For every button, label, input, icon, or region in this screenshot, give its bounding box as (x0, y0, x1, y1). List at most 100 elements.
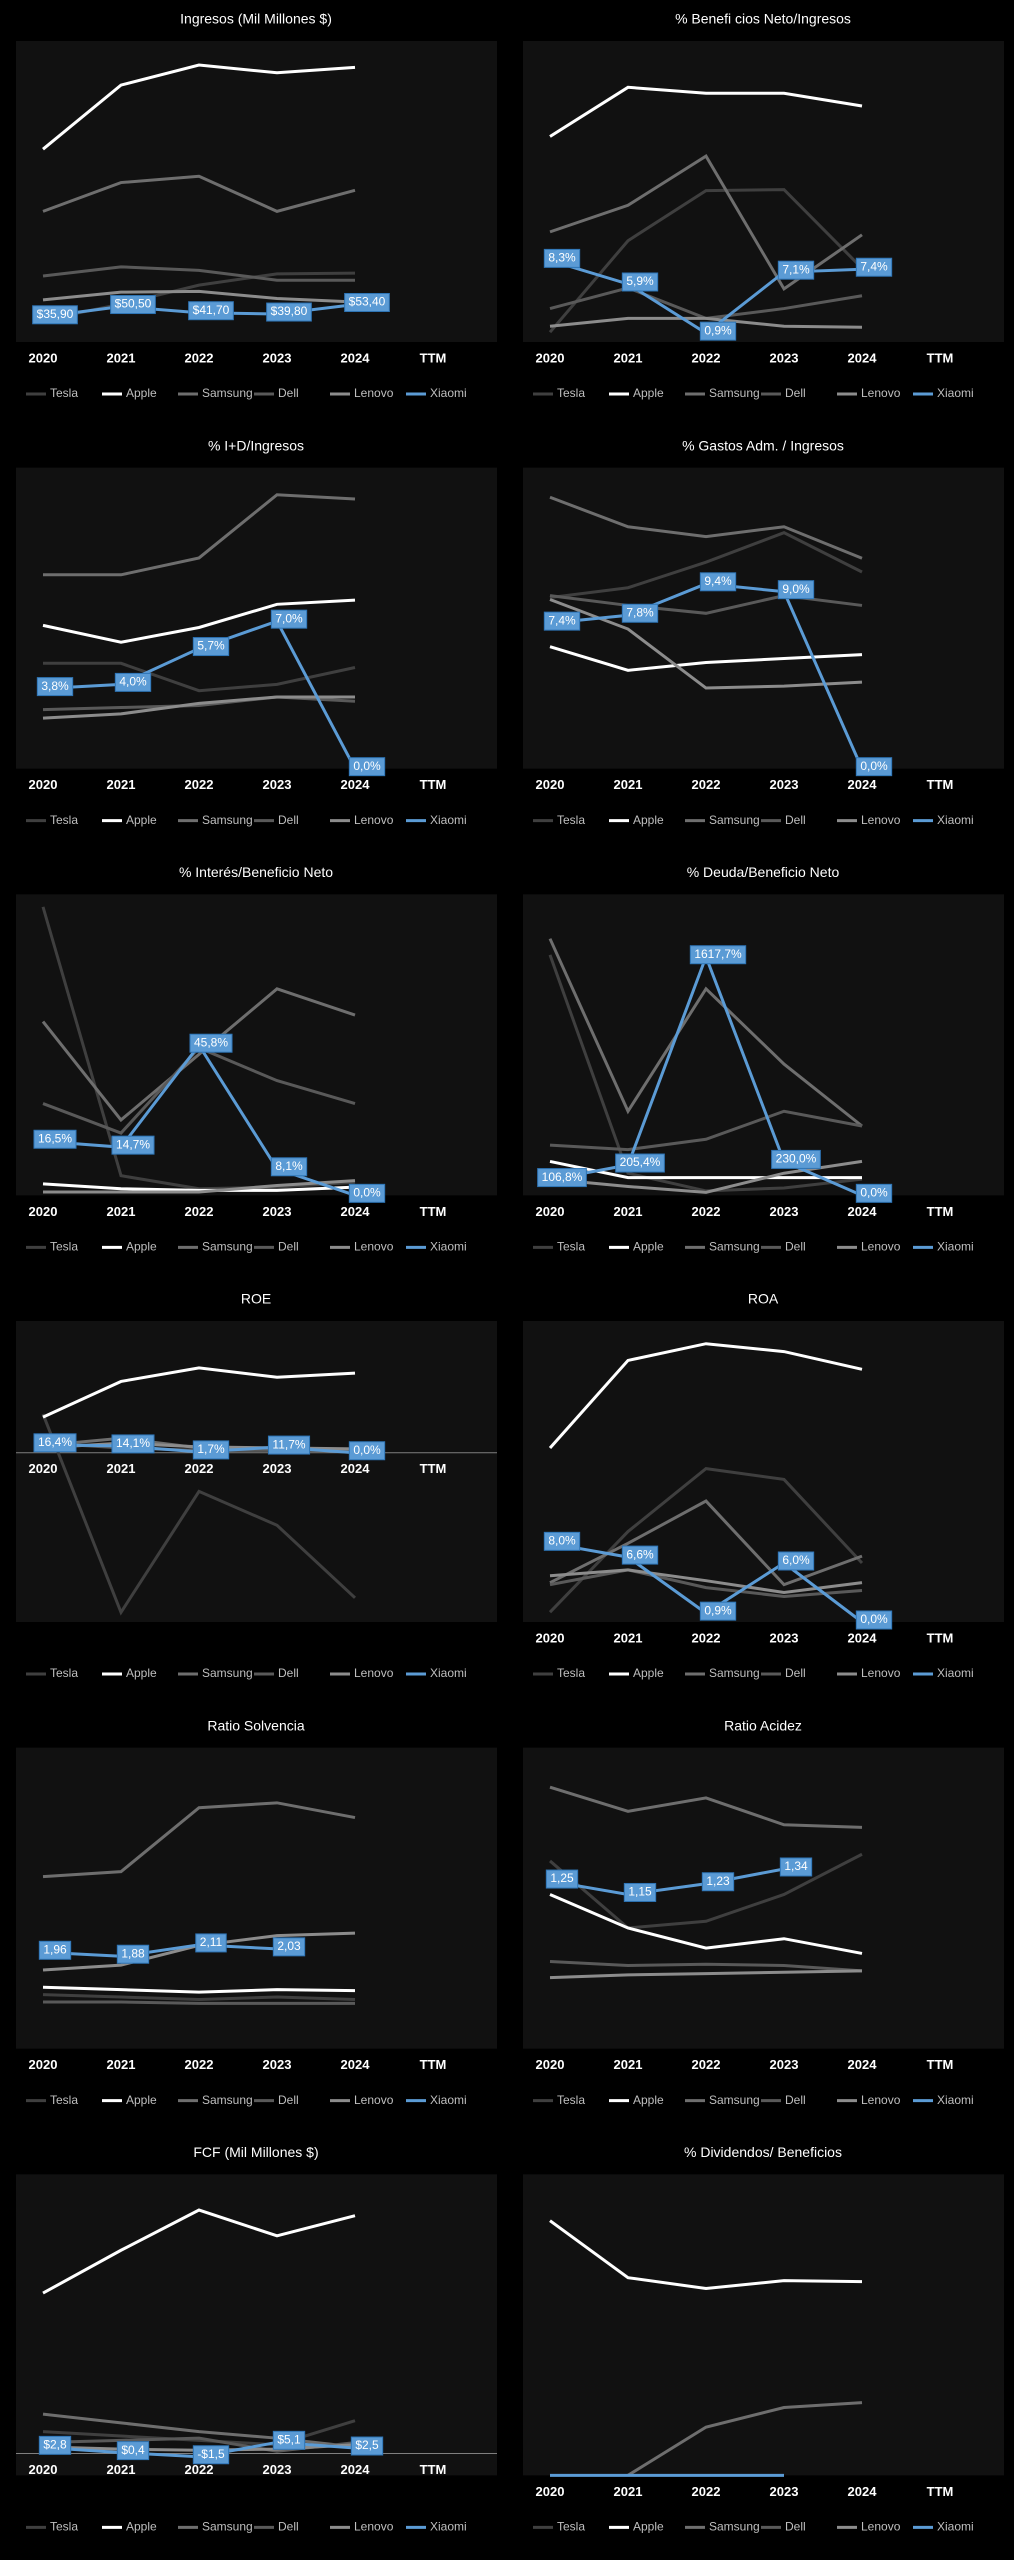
x-tick-label: 2023 (770, 2057, 799, 2072)
data-label-box (111, 1434, 155, 1454)
x-tick-label: 2020 (29, 777, 58, 792)
series-line (549, 1969, 863, 1980)
x-tick-label: 2024 (848, 2484, 878, 2499)
data-label: 1,96 (43, 1942, 67, 1956)
data-label-box (623, 1882, 657, 1902)
series-line (42, 1182, 356, 1192)
data-label-box (33, 1433, 77, 1453)
legend-label: Apple (633, 386, 664, 400)
data-label: 0,0% (860, 1612, 888, 1626)
legend-label: Tesla (557, 1240, 585, 1254)
legend-label: Xiaomi (937, 1666, 974, 1680)
x-tick-label: 2023 (263, 1204, 292, 1219)
x-tick-label: 2020 (29, 2462, 58, 2477)
data-label-box (621, 272, 659, 292)
data-label-box (777, 580, 815, 600)
chart-title: % Benefi cios Neto/Ingresos (675, 11, 851, 27)
plot-area (16, 467, 497, 769)
x-tick-label: 2020 (536, 1204, 565, 1219)
data-label: $50,50 (115, 297, 152, 311)
plot-area (523, 1747, 1004, 2049)
data-label-box (621, 603, 659, 623)
series-line (42, 265, 355, 282)
x-tick-label: 2022 (692, 1204, 721, 1219)
data-label: 1,88 (121, 1946, 145, 1960)
data-label-box (350, 2436, 384, 2456)
series-line (43, 661, 356, 693)
x-tick-label: TTM (420, 777, 447, 792)
data-label: $53,40 (349, 295, 386, 309)
legend-label: Tesla (557, 2093, 585, 2107)
legend-label: Dell (278, 2093, 299, 2107)
x-tick-label: 2024 (341, 777, 371, 792)
legend-label: Samsung (202, 2520, 253, 2534)
plot-area (16, 2174, 497, 2476)
x-tick-label: 2022 (692, 2484, 721, 2499)
x-tick-label: 2021 (614, 350, 643, 365)
data-label: 45,8% (194, 1035, 228, 1049)
data-label-box (543, 611, 581, 631)
data-label: $2,8 (43, 2438, 67, 2452)
legend-label: Lenovo (861, 2093, 901, 2107)
data-label-box (699, 572, 737, 592)
data-label: $41,70 (193, 303, 230, 317)
legend-label: Dell (785, 1666, 806, 1680)
legend-label: Dell (785, 2520, 806, 2534)
data-label: 5,9% (626, 274, 654, 288)
x-tick-label: 2020 (536, 2057, 565, 2072)
x-tick-label: TTM (927, 1630, 954, 1645)
data-label-box (543, 248, 581, 268)
series-line (42, 1985, 356, 1994)
data-label: 0,9% (704, 1603, 732, 1617)
series-line (42, 598, 356, 644)
x-tick-label: TTM (420, 350, 447, 365)
legend-label: Samsung (202, 2093, 253, 2107)
legend-label: Dell (278, 1240, 299, 1254)
data-label-box (621, 1545, 659, 1565)
legend-label: Xiaomi (937, 386, 974, 400)
legend-label: Samsung (709, 2093, 760, 2107)
chart-title: Ratio Solvencia (207, 1717, 304, 1733)
legend-label: Xiaomi (430, 2093, 467, 2107)
series-line (42, 1366, 356, 1419)
data-label-box (272, 2430, 306, 2450)
x-tick-label: 2023 (770, 1630, 799, 1645)
x-tick-label: 2020 (536, 777, 565, 792)
data-label: 1,25 (550, 1871, 574, 1885)
data-label: $2,5 (355, 2438, 379, 2452)
data-label: 0,0% (860, 1186, 888, 1200)
data-label-box (545, 1869, 579, 1889)
series-line (549, 1159, 863, 1194)
data-label: 6,6% (626, 1547, 654, 1561)
series-line (549, 1159, 862, 1180)
legend-label: Dell (785, 2093, 806, 2107)
x-tick-label: TTM (420, 2057, 447, 2072)
x-tick-label: 2023 (770, 2484, 799, 2499)
x-tick-label: 2020 (536, 1630, 565, 1645)
x-tick-label: 2022 (185, 350, 214, 365)
data-label: 0,0% (860, 759, 888, 773)
data-label: 7,4% (860, 259, 888, 273)
x-tick-label: 2021 (614, 1630, 643, 1645)
data-label-box (267, 1435, 311, 1455)
chart-title: % Deuda/Beneficio Neto (687, 864, 840, 880)
legend-label: Samsung (709, 386, 760, 400)
x-tick-label: 2024 (341, 1461, 371, 1476)
legend-label: Dell (785, 386, 806, 400)
x-tick-label: 2023 (770, 350, 799, 365)
x-tick-label: 2021 (107, 1461, 136, 1476)
legend-label: Tesla (50, 1666, 78, 1680)
data-label-box (36, 677, 74, 697)
chart-panel: % Deuda/Beneficio Neto 2020 2021 2022 2023 20… (523, 864, 1004, 1254)
legend-label: Lenovo (861, 1666, 901, 1680)
series-line (42, 2208, 356, 2295)
data-label: 0,0% (353, 759, 381, 773)
series-line (548, 188, 864, 334)
legend-label: Tesla (50, 2093, 78, 2107)
legend-label: Lenovo (354, 386, 394, 400)
legend-label: Apple (126, 2520, 157, 2534)
x-tick-label: TTM (420, 1461, 447, 1476)
series-line (43, 2000, 355, 2005)
plot-area (523, 41, 1004, 342)
